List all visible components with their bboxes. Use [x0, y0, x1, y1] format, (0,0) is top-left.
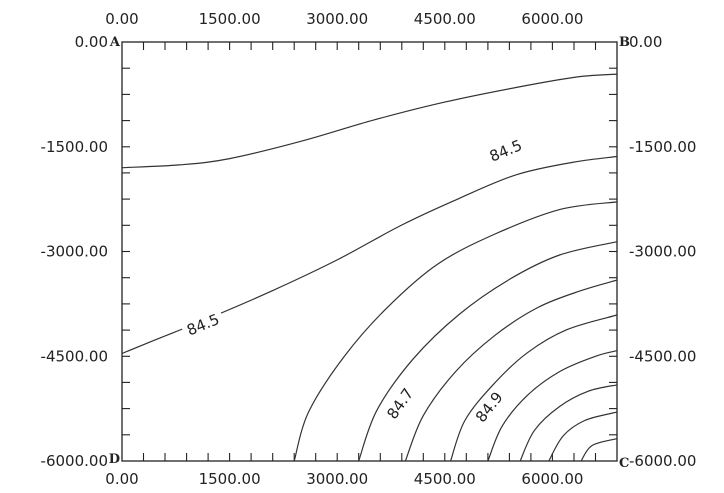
contour-line [580, 438, 618, 462]
contour-value-label: 84.7 [380, 381, 420, 427]
x-tick-label-top: 6000.00 [521, 10, 583, 28]
contour-lines [121, 73, 618, 462]
x-tick-label-bottom: 1500.00 [199, 470, 261, 488]
x-tick-label-bottom: 0.00 [105, 470, 138, 488]
contour-value-label: 84.5 [180, 308, 226, 342]
corner-label-a: A [109, 35, 121, 50]
contour-value-label: 84.5 [482, 134, 529, 168]
y-tick-label-right: 0.00 [629, 33, 662, 51]
plot-frame [121, 41, 618, 462]
contour-line [293, 201, 618, 462]
contour-value-label: 84.9 [469, 385, 510, 430]
tick-marks [122, 42, 617, 461]
x-tick-label-bottom: 4500.00 [414, 470, 476, 488]
x-tick-label-bottom: 6000.00 [521, 470, 583, 488]
contour-line [450, 314, 618, 462]
x-tick-label-top: 0.00 [105, 10, 138, 28]
contour-label-gap [482, 134, 529, 168]
contour-line [121, 73, 618, 169]
y-tick-label-right: -3000.00 [629, 243, 696, 261]
x-tick-label-top: 4500.00 [414, 10, 476, 28]
contour-line [358, 241, 618, 462]
corner-label-d: D [109, 452, 120, 467]
y-tick-label-left: -6000.00 [41, 452, 108, 470]
contour-label-gap [380, 381, 420, 427]
y-tick-label-left: -4500.00 [41, 347, 108, 365]
y-tick-label-left: -3000.00 [41, 243, 108, 261]
contour-value-text: 84.5 [487, 136, 525, 165]
y-tick-label-right: -4500.00 [629, 347, 696, 365]
contour-label-gap [180, 308, 226, 342]
x-tick-label-top: 1500.00 [199, 10, 261, 28]
x-tick-label-top: 3000.00 [306, 10, 368, 28]
y-tick-label-left: -1500.00 [41, 138, 108, 156]
x-tick-label-bottom: 3000.00 [306, 470, 368, 488]
corner-label-b: B [619, 35, 630, 50]
y-tick-label-left: 0.00 [75, 33, 108, 51]
contour-value-text: 84.5 [184, 310, 222, 339]
contour-label-gap [469, 385, 510, 430]
corner-label-c: C [619, 456, 629, 471]
y-tick-label-right: -6000.00 [629, 452, 696, 470]
contour-line [404, 279, 618, 462]
y-tick-label-right: -1500.00 [629, 138, 696, 156]
contour-line [487, 350, 618, 462]
labels: 0.00 0.00 1500.00 1500.00 3000.00 3000.00 4500… [41, 10, 697, 488]
contour-line [519, 384, 618, 462]
contour-line [548, 411, 618, 462]
